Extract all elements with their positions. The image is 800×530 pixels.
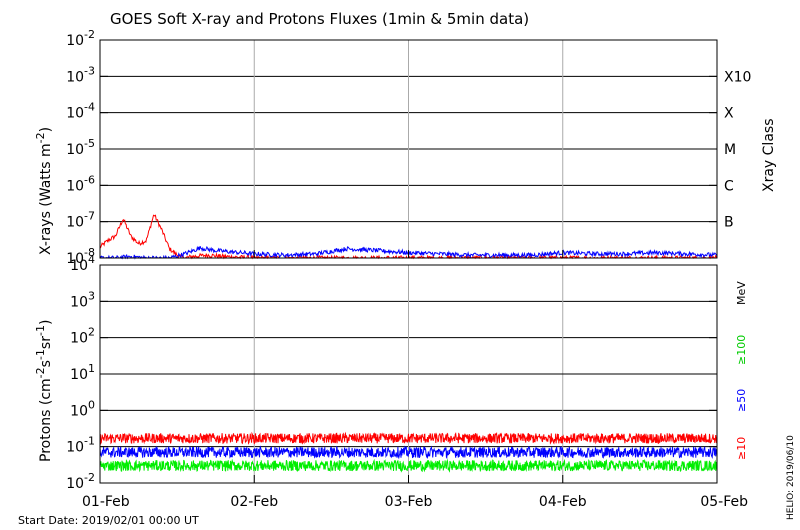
- y-tick-label: 104: [70, 253, 95, 274]
- proton-series-line: [99, 445, 718, 460]
- y-tick-label: 10-3: [66, 64, 95, 85]
- chart-title: GOES Soft X-ray and Protons Fluxes (1min…: [110, 10, 529, 28]
- proton-ylabel-end: ): [38, 320, 54, 325]
- proton-ylabel-sup1: -2: [34, 367, 47, 378]
- proton-series-line: [99, 458, 718, 473]
- xray-gridlines: [100, 40, 717, 258]
- proton-ylabel: Protons (cm-2s-1sr-1): [34, 320, 54, 462]
- x-axis: 01-Feb 02-Feb 03-Feb 04-Feb 05-Feb: [82, 250, 748, 510]
- xray-ylabel-end: ): [38, 127, 54, 132]
- proton-series-line: [99, 431, 718, 445]
- xray-class-label: M: [724, 142, 736, 158]
- y-tick-label: 102: [70, 326, 95, 347]
- y-tick-label: 103: [70, 289, 95, 310]
- xray-class-label: X10: [724, 69, 751, 85]
- proton-unit-label: MeV: [735, 281, 748, 305]
- y-tick-label: 100: [70, 398, 95, 419]
- proton-legend-10: ≥10: [735, 437, 748, 460]
- xray-ylabel-sup: -2: [34, 132, 47, 143]
- xray-class-labels: X10 X M C B: [724, 69, 751, 230]
- xray-ylabel-base: X-rays (Watts m: [38, 143, 54, 255]
- proton-ylabel-sup3: -1: [34, 325, 47, 336]
- x-tick-label: 03-Feb: [385, 494, 433, 510]
- xray-y-ticks: 10-2 10-3 10-4 10-5 10-6 10-7 10-8: [66, 28, 717, 267]
- xray-class-label: C: [724, 178, 734, 194]
- x-tick-label: 05-Feb: [700, 494, 748, 510]
- x-tick-label: 04-Feb: [539, 494, 587, 510]
- y-tick-label: 10-4: [66, 101, 95, 122]
- proton-ylabel-mid2: sr: [38, 336, 54, 349]
- proton-ylabel-base: Protons (cm: [38, 378, 54, 462]
- xray-y2label: Xray Class: [761, 119, 777, 193]
- xray-class-label: X: [724, 106, 734, 122]
- proton-series: [99, 431, 718, 473]
- proton-legend-100: ≥100: [735, 335, 748, 365]
- y-tick-label: 10-7: [66, 210, 95, 231]
- y-tick-label: 10-1: [66, 435, 95, 456]
- proton-legend-50: ≥50: [735, 389, 748, 412]
- y-tick-label: 10-5: [66, 137, 95, 158]
- y-tick-label: 101: [70, 362, 95, 383]
- x-tick-label: 01-Feb: [82, 494, 130, 510]
- proton-ylabel-mid1: s: [38, 360, 54, 367]
- credit-label: HELIO: 2019/06/10: [786, 435, 796, 520]
- xray-class-label: B: [724, 215, 734, 231]
- proton-y-ticks: 104 103 102 101 100 10-1 10-2: [66, 253, 717, 492]
- x-tick-label: 02-Feb: [230, 494, 278, 510]
- xray-panel: 10-2 10-3 10-4 10-5 10-6 10-7 10-8 X10 X M C B X-r…: [34, 28, 777, 267]
- xray-ylabel: X-rays (Watts m-2): [34, 127, 54, 255]
- y-tick-label: 10-8: [66, 246, 95, 267]
- start-date-label: Start Date: 2019/02/01 00:00 UT: [18, 514, 199, 527]
- y-tick-label: 10-6: [66, 173, 95, 194]
- proton-ylabel-sup2: -1: [34, 349, 47, 360]
- y-tick-label: 10-2: [66, 471, 95, 492]
- y-tick-label: 10-2: [66, 28, 95, 49]
